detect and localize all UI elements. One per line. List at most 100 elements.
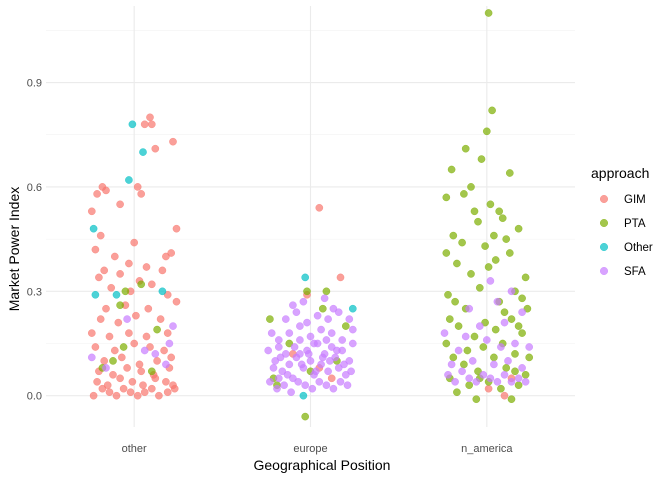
legend-items: GIM PTA Other SFA [600, 194, 653, 278]
data-point-gim [160, 346, 168, 355]
data-point-pta [470, 207, 479, 216]
data-point-gim [119, 384, 128, 393]
data-point-sfa [283, 370, 292, 379]
x-tick-label: n_america [461, 443, 513, 455]
data-point-pta [474, 367, 482, 376]
data-point-sfa [525, 343, 534, 351]
x-axis-ticks: other europe n_america [122, 443, 514, 455]
data-point-pta [502, 235, 511, 243]
data-point-pta [442, 249, 451, 257]
data-point-sfa [500, 318, 509, 327]
data-point-other [301, 273, 310, 282]
data-point-pta [454, 322, 463, 330]
data-point-sfa [266, 377, 274, 386]
data-point-gim [96, 231, 105, 240]
data-point-gim [156, 315, 165, 323]
data-point-sfa [102, 364, 110, 372]
data-point-gim [169, 381, 177, 390]
data-point-sfa [454, 346, 463, 355]
data-point-sfa [292, 308, 301, 317]
data-point-gim [142, 263, 151, 271]
data-point-sfa [326, 357, 334, 365]
data-point-gim [162, 252, 170, 261]
data-point-sfa [297, 360, 306, 369]
data-point-sfa [294, 377, 303, 386]
y-tick-label: 0.0 [27, 391, 42, 403]
data-point-pta [481, 242, 489, 250]
data-point-gim [88, 207, 96, 216]
data-point-sfa [162, 360, 170, 369]
data-point-sfa [507, 377, 516, 386]
data-point-pta [453, 388, 461, 397]
data-point-sfa [140, 346, 149, 355]
data-point-pta [465, 381, 474, 390]
data-point-sfa [281, 315, 290, 323]
data-point-gim [114, 318, 123, 327]
data-point-sfa [444, 370, 452, 379]
data-point-sfa [317, 325, 325, 334]
data-point-sfa [281, 350, 290, 358]
data-point-gim [103, 381, 112, 390]
data-point-gim [91, 245, 100, 254]
data-point-pta [449, 231, 458, 240]
data-point-sfa [341, 370, 350, 379]
data-point-pta [514, 381, 523, 390]
data-point-pta [475, 283, 484, 292]
data-point-sfa [306, 357, 315, 365]
data-point-sfa [497, 343, 505, 351]
data-point-sfa [88, 353, 96, 362]
data-point-sfa [518, 308, 526, 317]
data-point-sfa [493, 297, 502, 306]
data-point-pta [505, 169, 514, 177]
data-points [88, 9, 534, 421]
data-point-sfa [340, 360, 348, 369]
data-point-gim [155, 391, 163, 400]
data-point-pta [472, 395, 481, 404]
data-point-pta [500, 308, 509, 317]
data-point-sfa [303, 318, 311, 327]
data-point-gim [137, 367, 145, 376]
data-point-other [89, 224, 98, 233]
y-tick-label: 0.6 [27, 182, 42, 194]
data-point-pta [479, 343, 488, 351]
data-point-gim [105, 388, 114, 397]
data-point-sfa [296, 322, 304, 330]
data-point-sfa [451, 377, 459, 386]
data-point-pta [498, 214, 507, 222]
data-point-sfa [440, 329, 449, 337]
data-point-gim [91, 343, 100, 351]
data-point-gim [336, 273, 345, 282]
data-point-sfa [461, 332, 470, 341]
data-point-pta [137, 280, 145, 289]
data-point-gim [100, 266, 108, 275]
data-point-pta [303, 287, 311, 296]
data-point-sfa [475, 322, 484, 330]
data-point-sfa [278, 367, 287, 376]
data-point-gim [133, 391, 142, 400]
legend-title: approach [591, 165, 649, 181]
data-point-gim [93, 377, 101, 386]
data-point-sfa [511, 339, 519, 348]
data-point-pta [341, 322, 350, 330]
data-point-pta [484, 263, 493, 271]
data-point-gim [123, 364, 131, 372]
data-point-gim [147, 384, 156, 393]
data-point-sfa [322, 381, 331, 390]
data-point-sfa [500, 370, 509, 379]
data-point-other [91, 290, 100, 299]
data-point-sfa [304, 350, 313, 358]
data-point-pta [301, 412, 310, 421]
data-point-gim [89, 391, 98, 400]
data-point-pta [461, 144, 470, 153]
legend-label: SFA [624, 266, 646, 278]
data-point-pta [482, 127, 491, 136]
data-point-pta [502, 364, 511, 372]
data-point-sfa [301, 381, 310, 390]
data-point-sfa [486, 277, 495, 285]
data-point-pta [497, 384, 505, 393]
data-point-pta [119, 343, 128, 351]
x-axis-title: Geographical Position [254, 457, 391, 473]
data-point-pta [525, 353, 534, 362]
data-point-sfa [165, 339, 174, 348]
data-point-sfa [472, 377, 481, 386]
